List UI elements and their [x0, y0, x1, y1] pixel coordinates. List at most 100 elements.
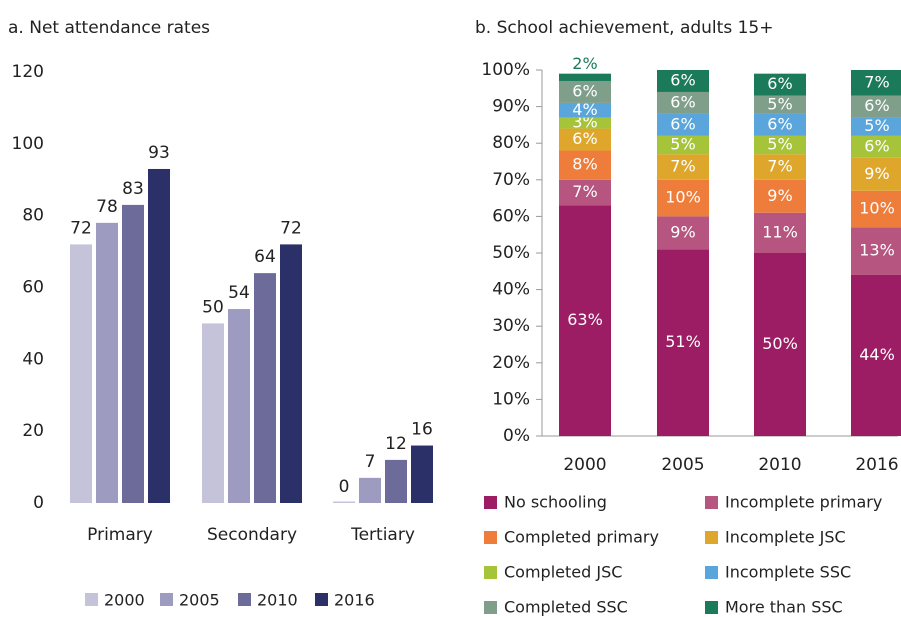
bar-segment: [657, 179, 709, 217]
data-label: 9%: [670, 222, 695, 241]
data-label: 93: [148, 143, 170, 163]
data-label: 8%: [572, 155, 597, 174]
bar-segment: [559, 150, 611, 180]
data-label: 6%: [864, 96, 889, 115]
y-tick-label: 30%: [492, 316, 530, 336]
bar: [202, 323, 224, 503]
data-label: 5%: [864, 116, 889, 135]
bar-segment: [851, 190, 901, 228]
bar-segment: [754, 154, 806, 180]
data-label: 51%: [665, 332, 701, 351]
data-label: 2%: [572, 54, 597, 73]
legend-label: No schooling: [504, 493, 607, 512]
legend-label: Completed SSC: [504, 598, 628, 617]
data-label: 5%: [670, 135, 695, 154]
bar: [96, 222, 118, 503]
data-label: 72: [70, 218, 92, 238]
y-tick-label: 60%: [492, 206, 530, 226]
data-label: 7%: [767, 156, 792, 175]
legend-swatch: [705, 566, 718, 579]
bar-segment: [754, 212, 806, 253]
data-label: 6%: [670, 92, 695, 111]
y-tick-label: 50%: [492, 243, 530, 263]
legend-label: 2010: [257, 591, 298, 610]
bar-segment: [851, 157, 901, 191]
legend-label: More than SSC: [725, 598, 843, 617]
legend-label: Incomplete JSC: [725, 528, 846, 547]
data-label: 12: [385, 434, 407, 454]
data-label: 78: [96, 197, 118, 217]
bar-segment: [657, 113, 709, 136]
data-label: 6%: [864, 136, 889, 155]
bar-segment: [754, 253, 806, 436]
y-tick-label: 80: [22, 206, 44, 226]
legend-swatch: [484, 601, 497, 614]
y-tick-label: 60: [22, 278, 44, 298]
data-label: 16: [411, 420, 433, 440]
bar-segment: [657, 91, 709, 114]
y-tick-label: 0%: [503, 426, 530, 446]
bar: [411, 445, 433, 503]
bar-segment: [559, 80, 611, 103]
bar-segment: [851, 227, 901, 275]
bar: [148, 168, 170, 503]
legend-swatch: [484, 531, 497, 544]
bar-segment: [657, 216, 709, 250]
bar-segment: [559, 102, 611, 118]
y-tick-label: 120: [12, 62, 44, 82]
bar-segment: [754, 95, 806, 114]
x-tick-label: 2016: [855, 455, 898, 475]
legend-label: Incomplete primary: [725, 493, 882, 512]
legend-swatch: [484, 566, 497, 579]
bar-segment: [559, 117, 611, 129]
legend-swatch: [315, 593, 328, 606]
bar-segment: [754, 73, 806, 96]
bar-segment: [657, 154, 709, 180]
data-label: 6%: [670, 114, 695, 133]
y-tick-label: 40: [22, 349, 44, 369]
bar: [70, 244, 92, 503]
legend-swatch: [705, 496, 718, 509]
y-tick-label: 80%: [492, 133, 530, 153]
y-tick-label: 10%: [492, 389, 530, 409]
bar: [385, 459, 407, 503]
data-label: 7: [365, 452, 376, 472]
legend-label: Completed primary: [504, 528, 659, 547]
bar-segment: [851, 135, 901, 158]
x-tick-label: 2000: [563, 455, 606, 475]
bar: [254, 273, 276, 503]
bar-segment: [754, 135, 806, 155]
y-tick-label: 100: [12, 134, 44, 154]
x-tick-label: Primary: [87, 525, 153, 545]
data-label: 4%: [572, 100, 597, 119]
bar-segment: [754, 113, 806, 136]
data-label: 5%: [767, 135, 792, 154]
data-label: 10%: [859, 199, 895, 218]
legend-swatch: [85, 593, 98, 606]
data-label: 6%: [767, 114, 792, 133]
legend-swatch: [160, 593, 173, 606]
data-label: 72: [280, 218, 302, 238]
x-tick-label: 2005: [661, 455, 704, 475]
data-label: 5%: [767, 94, 792, 113]
data-label: 9%: [864, 164, 889, 183]
y-tick-label: 100%: [481, 60, 530, 80]
data-label: 7%: [572, 182, 597, 201]
chart-title: a. Net attendance rates: [8, 18, 210, 38]
bar: [359, 477, 381, 503]
bar: [280, 244, 302, 503]
legend-label: Completed JSC: [504, 563, 622, 582]
y-tick-label: 20%: [492, 353, 530, 373]
bar-segment: [851, 70, 901, 96]
data-label: 9%: [767, 186, 792, 205]
bar-segment: [657, 249, 709, 436]
data-label: 6%: [572, 81, 597, 100]
data-label: 64: [254, 247, 276, 267]
y-tick-label: 70%: [492, 170, 530, 190]
data-label: 13%: [859, 241, 895, 260]
data-label: 10%: [665, 188, 701, 207]
y-tick-label: 40%: [492, 280, 530, 300]
data-label: 11%: [762, 222, 798, 241]
data-label: 50%: [762, 334, 798, 353]
legend-label: Incomplete SSC: [725, 563, 851, 582]
